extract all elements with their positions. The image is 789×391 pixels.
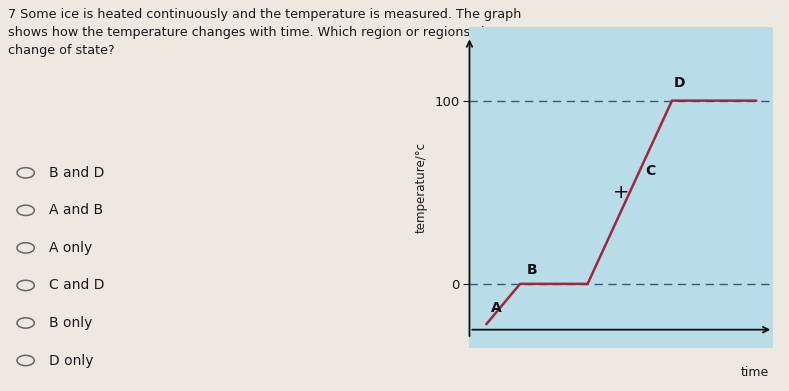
Text: A only: A only bbox=[49, 241, 92, 255]
Text: D only: D only bbox=[49, 353, 94, 368]
Text: C: C bbox=[645, 163, 655, 178]
Text: 7 Some ice is heated continuously and the temperature is measured. The graph
sho: 7 Some ice is heated continuously and th… bbox=[8, 8, 522, 57]
Text: B: B bbox=[527, 262, 537, 276]
Text: time: time bbox=[741, 366, 769, 379]
Text: B only: B only bbox=[49, 316, 92, 330]
Text: +: + bbox=[613, 183, 630, 202]
Y-axis label: temperature/°c: temperature/°c bbox=[414, 142, 428, 233]
Text: B and D: B and D bbox=[49, 166, 105, 180]
Text: C and D: C and D bbox=[49, 278, 105, 292]
Text: A and B: A and B bbox=[49, 203, 103, 217]
Text: D: D bbox=[674, 76, 685, 90]
Text: A: A bbox=[492, 301, 502, 315]
